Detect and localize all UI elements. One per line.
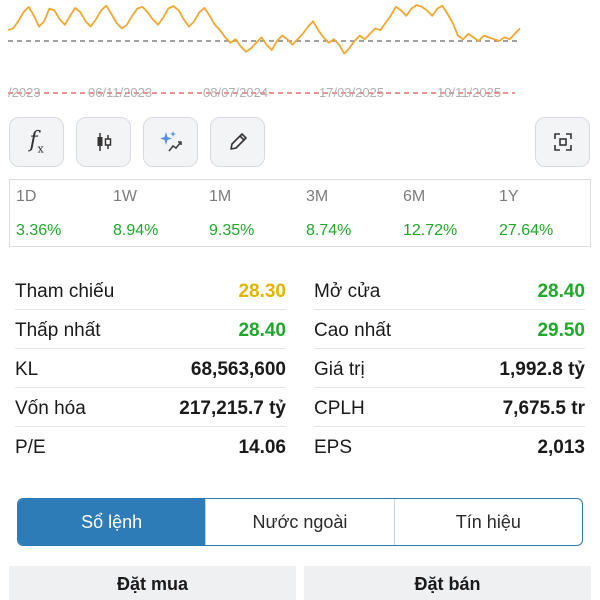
stat-value: 28.30 bbox=[238, 281, 286, 302]
stat-value: 68,563,600 bbox=[190, 359, 286, 380]
price-series-line bbox=[7, 4, 521, 55]
stat-label: EPS bbox=[314, 437, 353, 458]
stat-label: CPLH bbox=[314, 398, 365, 419]
price-chart[interactable]: /2023 06/11/2023 08/07/2024 17/03/2025 10/11… bbox=[0, 0, 600, 104]
ai-sparkle-icon bbox=[159, 131, 182, 152]
stat-value: 2,013 bbox=[537, 437, 585, 458]
stat-eps: EPS 2,013 bbox=[314, 427, 585, 466]
candlestick-button[interactable] bbox=[76, 117, 131, 167]
stat-label: Thấp nhất bbox=[15, 320, 101, 341]
stat-label: Tham chiếu bbox=[15, 281, 115, 302]
stat-label: Mở cửa bbox=[314, 281, 381, 302]
perf-change-value: 8.74% bbox=[306, 222, 352, 239]
indicator-function-button[interactable]: fx bbox=[9, 117, 64, 167]
tab-foreign[interactable]: Nước ngoài bbox=[205, 499, 393, 545]
perf-period-label: 1W bbox=[113, 188, 137, 205]
stat-pe: P/E 14.06 bbox=[15, 427, 286, 466]
x-tick-label: 06/11/2023 bbox=[88, 85, 152, 100]
stat-label: Giá trị bbox=[314, 359, 365, 380]
perf-change-value: 12.72% bbox=[403, 222, 458, 239]
perf-period-label: 1D bbox=[16, 188, 37, 205]
perf-period-label: 6M bbox=[403, 188, 426, 205]
buy-orders-header: Đặt mua bbox=[9, 566, 296, 600]
stat-label: P/E bbox=[15, 437, 46, 458]
perf-change-value: 27.64% bbox=[499, 222, 554, 239]
performance-summary: 1D 3.36% 1W 8.94% 1M 9.35% 3M 8.74% 6M 1… bbox=[9, 179, 591, 247]
perf-period-label: 3M bbox=[306, 188, 329, 205]
fullscreen-button[interactable] bbox=[535, 117, 590, 167]
perf-change-value: 3.36% bbox=[16, 222, 62, 239]
x-tick-label: /2023 bbox=[8, 85, 41, 100]
x-tick-label: 10/11/2025 bbox=[437, 85, 501, 100]
stat-value: 29.50 bbox=[537, 320, 585, 341]
tab-signals[interactable]: Tín hiệu bbox=[393, 499, 582, 545]
detail-tabs: Sổ lệnh Nước ngoài Tín hiệu bbox=[17, 498, 583, 546]
stat-label: Cao nhất bbox=[314, 320, 392, 341]
stat-value: 217,215.7 tỷ bbox=[179, 398, 286, 419]
stat-shares-outstanding: CPLH 7,675.5 tr bbox=[314, 388, 585, 427]
fullscreen-icon bbox=[553, 133, 572, 151]
stat-reference: Tham chiếu 28.30 bbox=[15, 271, 286, 310]
function-icon: fx bbox=[29, 128, 44, 156]
pencil-icon bbox=[229, 133, 247, 150]
stat-open: Mở cửa 28.40 bbox=[314, 271, 585, 310]
perf-change-value: 9.35% bbox=[209, 222, 255, 239]
draw-button[interactable] bbox=[210, 117, 265, 167]
stat-label: KL bbox=[15, 359, 39, 380]
tab-order-book[interactable]: Sổ lệnh bbox=[18, 499, 206, 545]
perf-period-label: 1Y bbox=[499, 188, 519, 205]
stat-value-traded: Giá trị 1,992.8 tỷ bbox=[314, 349, 585, 388]
stat-value: 28.40 bbox=[238, 320, 286, 341]
stat-volume: KL 68,563,600 bbox=[15, 349, 286, 388]
stat-value: 14.06 bbox=[238, 437, 286, 458]
x-tick-label: 17/03/2025 bbox=[319, 85, 384, 100]
stat-value: 7,675.5 tr bbox=[502, 398, 585, 419]
sell-orders-header: Đặt bán bbox=[304, 566, 591, 600]
stat-label: Vốn hóa bbox=[15, 398, 86, 419]
stat-low: Thấp nhất 28.40 bbox=[15, 310, 286, 349]
x-tick-label: 08/07/2024 bbox=[203, 85, 268, 100]
perf-change-value: 8.94% bbox=[113, 222, 159, 239]
stat-market-cap: Vốn hóa 217,215.7 tỷ bbox=[15, 388, 286, 427]
stat-high: Cao nhất 29.50 bbox=[314, 310, 585, 349]
perf-period-label: 1M bbox=[209, 188, 232, 205]
ai-analysis-button[interactable] bbox=[143, 117, 198, 167]
stat-value: 28.40 bbox=[537, 281, 585, 302]
candlestick-icon bbox=[97, 133, 111, 151]
stat-value: 1,992.8 tỷ bbox=[499, 359, 585, 380]
